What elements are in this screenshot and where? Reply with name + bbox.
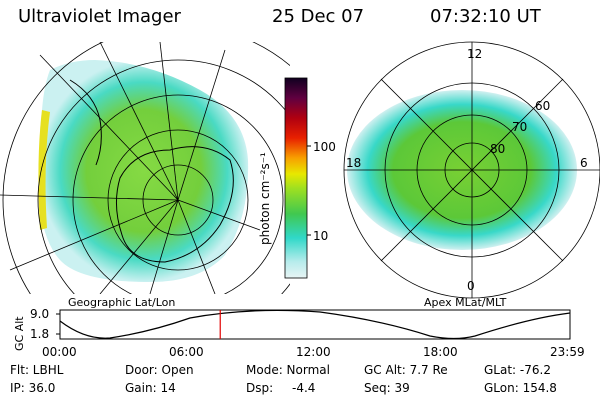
status-door: Door: Open bbox=[125, 363, 194, 377]
altitude-xtick-1800: 18:00 bbox=[423, 345, 458, 359]
geo-panel bbox=[0, 42, 290, 294]
apex-lat-80: 80 bbox=[490, 142, 505, 156]
geo-panel-label: Geographic Lat/Lon bbox=[68, 296, 176, 309]
status-dsp-label: Dsp: bbox=[246, 381, 274, 395]
altitude-ytick-label-9: 9.0 bbox=[30, 307, 50, 321]
status-gain: Gain: 14 bbox=[125, 381, 176, 395]
geo-aurora-fill bbox=[39, 60, 249, 282]
status-mode: Mode: Normal bbox=[246, 363, 330, 377]
altitude-plot-frame bbox=[59, 309, 571, 340]
geo-continent-outline bbox=[116, 146, 234, 263]
altitude-curve bbox=[59, 309, 571, 340]
altitude-plot bbox=[56, 309, 571, 340]
altitude-ylabel: GC Alt bbox=[13, 316, 26, 351]
time-label: 07:32:10 UT bbox=[430, 6, 541, 27]
instrument-title: Ultraviolet Imager bbox=[18, 6, 181, 27]
apex-grid bbox=[343, 41, 600, 299]
status-glon: GLon: 154.8 bbox=[484, 381, 557, 395]
date-label: 25 Dec 07 bbox=[272, 6, 365, 27]
altitude-xtick-0000: 00:00 bbox=[42, 345, 77, 359]
apex-mlt-12: 12 bbox=[467, 47, 482, 61]
altitude-xtick-2359: 23:59 bbox=[550, 345, 585, 359]
apex-lat-60: 60 bbox=[535, 99, 550, 113]
apex-panel: 12 18 6 0 60 70 80 bbox=[343, 41, 600, 299]
geo-aurora-limb bbox=[38, 110, 50, 230]
apex-lat-70: 70 bbox=[512, 120, 527, 134]
status-ip: IP: 36.0 bbox=[10, 381, 56, 395]
colorbar-label-10: 10 bbox=[313, 229, 329, 243]
altitude-xtick-1200: 12:00 bbox=[296, 345, 331, 359]
altitude-ytick-label-1.8: 1.8 bbox=[30, 327, 50, 341]
apex-mlt-6: 6 bbox=[580, 156, 588, 170]
geo-coastline bbox=[69, 79, 102, 166]
colorbar-label-100: 100 bbox=[313, 140, 336, 154]
status-gc-alt: GC Alt: 7.7 Re bbox=[364, 363, 448, 377]
altitude-xtick-0600: 06:00 bbox=[169, 345, 204, 359]
apex-mlt-0: 0 bbox=[467, 279, 475, 293]
status-dsp-value: -4.4 bbox=[292, 381, 316, 395]
apex-mlt-18: 18 bbox=[346, 156, 361, 170]
colorbar-unit-label: photon cm⁻²s⁻¹ bbox=[258, 152, 272, 245]
apex-panel-label: Apex MLat/MLT bbox=[424, 296, 507, 309]
geo-grid bbox=[0, 42, 290, 294]
status-glat: GLat: -76.2 bbox=[484, 363, 551, 377]
colorbar bbox=[284, 77, 308, 279]
status-flt: Flt: LBHL bbox=[10, 363, 64, 377]
status-seq: Seq: 39 bbox=[364, 381, 410, 395]
